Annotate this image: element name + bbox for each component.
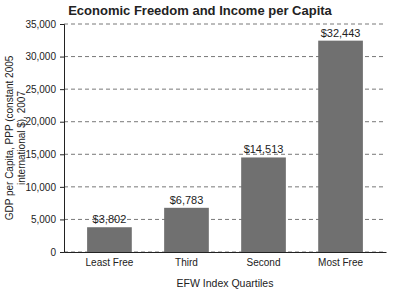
y-axis-line (60, 25, 65, 253)
data-label: $3,802 (93, 213, 127, 225)
y-tick-mark (60, 122, 64, 123)
plot: $3,802 $6,783 $14,513 $32,443 0 5,000 10,000 15… (25, 19, 386, 268)
y-tick-label: 30,000 (25, 51, 56, 62)
y-tick: 20,000 (25, 116, 64, 127)
y-tick-label: 35,000 (25, 19, 56, 30)
x-tick-label: Least Free (86, 257, 134, 268)
y-axis: 0 5,000 10,000 15,000 20,000 25,000 30,000 35,0… (25, 19, 64, 258)
x-tick: Third (175, 257, 198, 268)
x-axis: Least Free Third Second Most Free (65, 253, 387, 269)
y-tick-mark (60, 187, 64, 188)
data-label: $32,443 (321, 27, 361, 39)
y-tick-label: 5,000 (31, 214, 56, 225)
y-label: international $), 2007 (16, 91, 27, 185)
y-tick-mark (60, 89, 64, 90)
x-tick-label: Second (247, 257, 281, 268)
y-tick-mark (60, 154, 64, 155)
x-tick: Second (247, 257, 281, 268)
y-tick-mark (60, 252, 64, 253)
y-tick-mark (60, 219, 64, 220)
y-tick: 0 (50, 247, 64, 258)
y-tick: 30,000 (25, 51, 64, 62)
y-tick: 25,000 (25, 84, 64, 95)
y-tick-label: 10,000 (25, 182, 56, 193)
data-labels: $3,802 $6,783 $14,513 $32,443 (93, 27, 361, 226)
bar (87, 227, 132, 252)
y-tick-label: 25,000 (25, 84, 56, 95)
y-tick: 5,000 (31, 214, 64, 225)
y-tick-mark (60, 24, 64, 25)
y-tick: 15,000 (25, 149, 64, 160)
title: Economic Freedom and Income per Capita (68, 3, 332, 18)
grid (64, 24, 386, 252)
y-tick: 10,000 (25, 182, 64, 193)
y-tick-label: 15,000 (25, 149, 56, 160)
y-label: GDP per Capita, PPP (constant 2005 (4, 55, 15, 220)
bars (87, 41, 363, 252)
bar (241, 157, 286, 252)
x-tick: Least Free (86, 257, 134, 268)
x-tick: Most Free (318, 257, 363, 268)
x-tick-label: Most Free (318, 257, 363, 268)
data-label: $14,513 (244, 143, 284, 155)
grid-line (64, 24, 386, 25)
y-tick-mark (60, 57, 64, 58)
x-tick-label: Third (175, 257, 198, 268)
bar (164, 208, 209, 252)
y-tick-label: 20,000 (25, 116, 56, 127)
data-label: $6,783 (170, 194, 204, 206)
y-tick: 35,000 (25, 19, 64, 30)
x-label: EFW Index Quartiles (177, 277, 274, 289)
y-tick-label: 0 (50, 247, 56, 258)
x-axis-line (65, 252, 387, 253)
chart: Economic Freedom and Income per Capita$3… (0, 0, 400, 293)
bar (318, 41, 363, 252)
